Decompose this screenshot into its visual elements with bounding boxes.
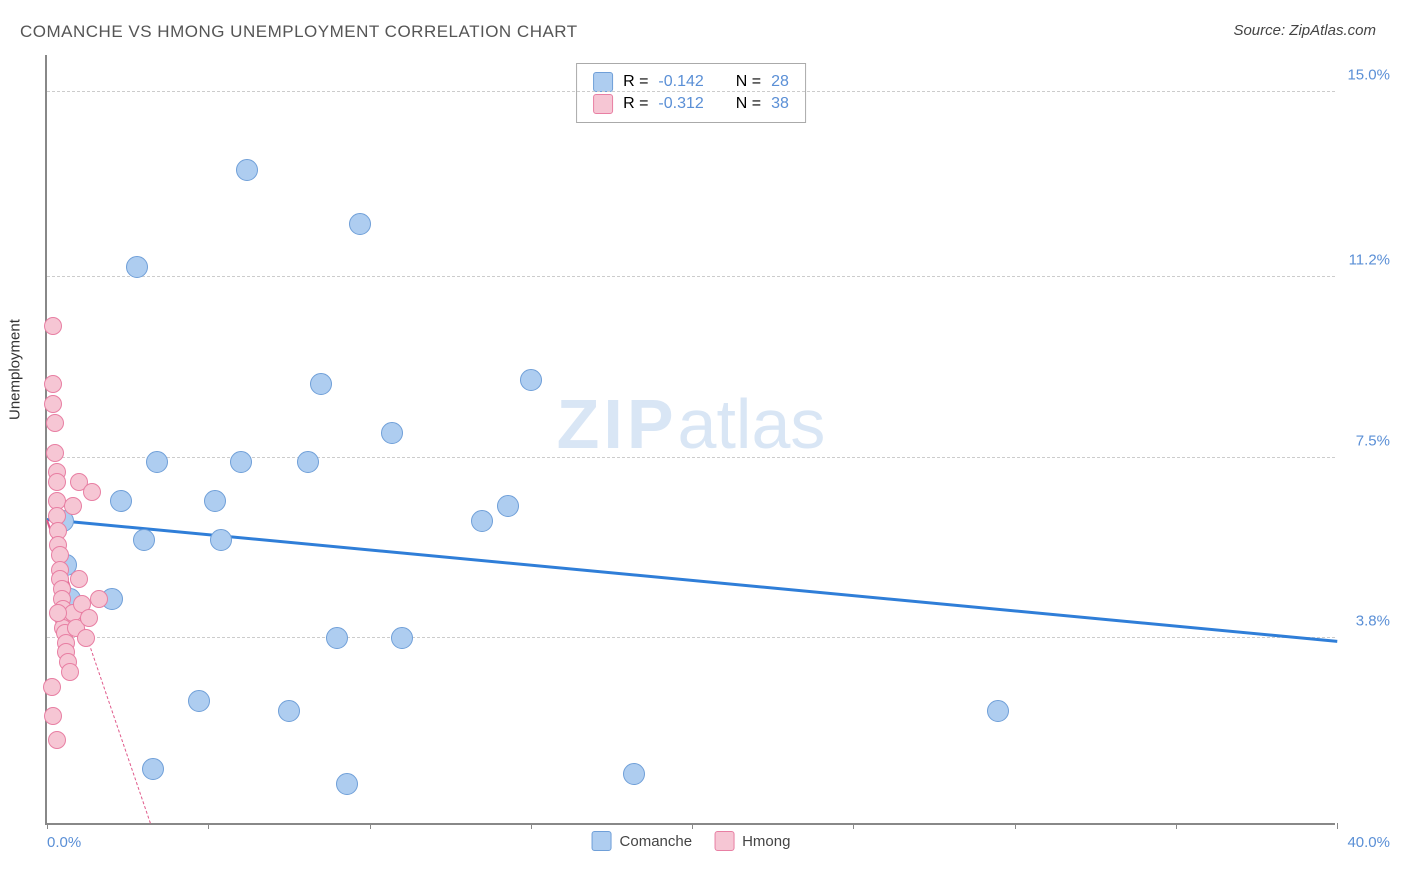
legend-series-name: Comanche (620, 833, 693, 850)
gridline (47, 637, 1335, 638)
legend-item: Comanche (592, 831, 693, 851)
data-point (230, 451, 252, 473)
trend-line (88, 643, 150, 823)
gridline (47, 276, 1335, 277)
x-tick (208, 823, 209, 829)
x-tick (1015, 823, 1016, 829)
series-legend: Comanche Hmong (592, 831, 791, 851)
scatter-plot: ZIPatlas R = -0.142 N = 28 R = -0.312 N = 3… (45, 55, 1335, 825)
data-point (70, 570, 88, 588)
x-tick (853, 823, 854, 829)
data-point (126, 256, 148, 278)
x-tick (692, 823, 693, 829)
legend-r-value: -0.312 (658, 95, 703, 113)
legend-r-label: R = (623, 73, 648, 91)
y-tick-label: 3.8% (1356, 612, 1390, 629)
y-tick-label: 7.5% (1356, 432, 1390, 449)
data-point (336, 773, 358, 795)
data-point (48, 731, 66, 749)
data-point (987, 700, 1009, 722)
data-point (64, 497, 82, 515)
data-point (210, 529, 232, 551)
x-tick (1337, 823, 1338, 829)
legend-n-label: N = (736, 73, 761, 91)
data-point (204, 490, 226, 512)
data-point (520, 369, 542, 391)
x-max-label: 40.0% (1347, 834, 1390, 851)
correlation-legend: R = -0.142 N = 28 R = -0.312 N = 38 (576, 63, 806, 123)
y-axis-label: Unemployment (7, 319, 24, 420)
data-point (44, 707, 62, 725)
legend-row: R = -0.142 N = 28 (593, 72, 789, 92)
gridline (47, 91, 1335, 92)
legend-swatch (714, 831, 734, 851)
legend-n-label: N = (736, 95, 761, 113)
data-point (44, 317, 62, 335)
data-point (142, 758, 164, 780)
legend-n-value: 38 (771, 95, 789, 113)
legend-n-value: 28 (771, 73, 789, 91)
chart-title: COMANCHE VS HMONG UNEMPLOYMENT CORRELATI… (20, 22, 578, 42)
legend-row: R = -0.312 N = 38 (593, 94, 789, 114)
source-label: Source: ZipAtlas.com (1233, 22, 1376, 39)
data-point (188, 690, 210, 712)
data-point (83, 483, 101, 501)
data-point (80, 609, 98, 627)
x-tick (370, 823, 371, 829)
data-point (391, 627, 413, 649)
data-point (46, 414, 64, 432)
x-tick (531, 823, 532, 829)
legend-item: Hmong (714, 831, 790, 851)
data-point (44, 375, 62, 393)
data-point (90, 590, 108, 608)
data-point (43, 678, 61, 696)
data-point (326, 627, 348, 649)
x-origin-label: 0.0% (47, 834, 81, 851)
y-tick-label: 11.2% (1349, 252, 1390, 269)
data-point (146, 451, 168, 473)
trend-line (47, 518, 1337, 643)
data-point (310, 373, 332, 395)
data-point (349, 213, 371, 235)
x-tick (47, 823, 48, 829)
legend-series-name: Hmong (742, 833, 790, 850)
data-point (471, 510, 493, 532)
data-point (381, 422, 403, 444)
data-point (110, 490, 132, 512)
legend-swatch (592, 831, 612, 851)
legend-swatch (593, 94, 613, 114)
legend-swatch (593, 72, 613, 92)
data-point (77, 629, 95, 647)
data-point (61, 663, 79, 681)
data-point (48, 473, 66, 491)
data-point (236, 159, 258, 181)
watermark: ZIPatlas (557, 384, 826, 464)
data-point (133, 529, 155, 551)
data-point (278, 700, 300, 722)
data-point (46, 444, 64, 462)
data-point (623, 763, 645, 785)
y-tick-label: 15.0% (1347, 67, 1390, 84)
x-tick (1176, 823, 1177, 829)
data-point (297, 451, 319, 473)
legend-r-value: -0.142 (658, 73, 703, 91)
data-point (49, 604, 67, 622)
legend-r-label: R = (623, 95, 648, 113)
data-point (44, 395, 62, 413)
data-point (497, 495, 519, 517)
